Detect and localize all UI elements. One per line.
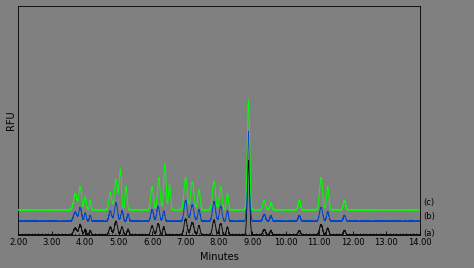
Text: (c): (c) [424, 199, 435, 207]
X-axis label: Minutes: Minutes [200, 252, 238, 262]
Y-axis label: RFU: RFU [6, 110, 16, 130]
Text: (b): (b) [424, 212, 436, 221]
Text: (a): (a) [424, 229, 435, 239]
